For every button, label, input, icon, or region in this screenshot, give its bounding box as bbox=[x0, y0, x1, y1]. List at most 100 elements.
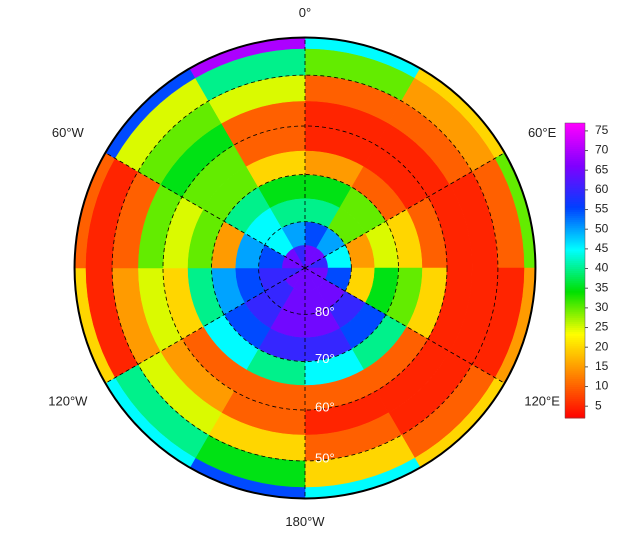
colorbar-strip bbox=[565, 282, 585, 285]
colorbar-strip bbox=[565, 364, 585, 368]
colorbar-strip bbox=[565, 178, 585, 181]
colorbar-strip bbox=[565, 229, 585, 232]
colorbar-strip bbox=[565, 272, 585, 275]
colorbar-strip bbox=[565, 301, 585, 305]
colorbar-strip bbox=[565, 345, 585, 348]
colorbar-strip bbox=[565, 414, 585, 417]
colorbar-strip bbox=[565, 158, 585, 161]
colorbar-strip bbox=[565, 219, 585, 222]
colorbar-strip bbox=[565, 309, 585, 313]
colorbar-strip bbox=[565, 396, 585, 399]
colorbar-strip bbox=[565, 126, 585, 130]
colorbar-strip bbox=[565, 353, 585, 356]
colorbar-strip bbox=[565, 274, 585, 277]
colorbar-tick-label: 30 bbox=[595, 300, 609, 314]
meridian bbox=[304, 152, 505, 269]
colorbar-strip bbox=[565, 264, 585, 268]
colorbar-strip bbox=[565, 266, 585, 270]
colorbar-strip bbox=[565, 154, 585, 157]
colorbar-strip bbox=[565, 134, 585, 138]
colorbar-tick-label: 20 bbox=[595, 339, 609, 353]
colorbar-strip bbox=[565, 183, 585, 187]
colorbar-strip bbox=[565, 280, 585, 283]
colorbar-strip bbox=[565, 174, 585, 177]
colorbar-strip bbox=[565, 370, 585, 374]
colorbar-strip bbox=[565, 223, 585, 226]
colorbar-strip bbox=[565, 337, 585, 340]
map-border bbox=[73, 36, 537, 500]
colorbar-strip bbox=[565, 355, 585, 358]
colorbar-strip bbox=[565, 201, 585, 205]
colorbar-strip bbox=[565, 294, 585, 297]
colorbar-strip bbox=[565, 351, 585, 354]
colorbar-strip bbox=[565, 380, 585, 384]
colorbar-strip bbox=[565, 217, 585, 220]
longitude-label: 120°E bbox=[524, 394, 560, 409]
colorbar-strip bbox=[565, 191, 585, 195]
meridian bbox=[105, 267, 306, 384]
colorbar-strip bbox=[565, 227, 585, 230]
meridian bbox=[105, 152, 306, 269]
colorbar-tick-label: 10 bbox=[595, 379, 609, 393]
colorbar-tick-label: 55 bbox=[595, 202, 609, 216]
colorbar-strip bbox=[565, 382, 585, 386]
colorbar-tick-label: 70 bbox=[595, 143, 609, 157]
colorbar-strip bbox=[565, 160, 585, 163]
longitude-label: 60°E bbox=[528, 125, 557, 140]
colorbar-strip bbox=[565, 256, 585, 260]
colorbar-strip bbox=[565, 357, 585, 360]
colorbar-strip bbox=[565, 349, 585, 352]
colorbar-strip bbox=[565, 394, 585, 397]
colorbar-strip bbox=[565, 376, 585, 380]
colorbar-strip bbox=[565, 398, 585, 401]
colorbar-strip bbox=[565, 311, 585, 315]
colorbar-strip bbox=[565, 325, 585, 329]
latitude-label: 50° bbox=[315, 450, 335, 465]
colorbar-strip bbox=[565, 203, 585, 207]
colorbar-tick-label: 40 bbox=[595, 261, 609, 275]
colorbar-strip bbox=[565, 268, 585, 271]
colorbar-strip bbox=[565, 290, 585, 293]
colorbar-strip bbox=[565, 303, 585, 307]
colorbar-strip bbox=[565, 146, 585, 150]
colorbar-strip bbox=[565, 410, 585, 413]
latitude-label: 70° bbox=[315, 351, 335, 366]
longitude-label: 60°W bbox=[52, 125, 85, 140]
colorbar-strip bbox=[565, 207, 585, 211]
colorbar-strip bbox=[565, 246, 585, 250]
colorbar-strip bbox=[565, 406, 585, 409]
colorbar-strip bbox=[565, 197, 585, 201]
colorbar-strip bbox=[565, 209, 585, 212]
colorbar-strip bbox=[565, 378, 585, 382]
colorbar-strip bbox=[565, 244, 585, 248]
colorbar-strip bbox=[565, 392, 585, 395]
colorbar-strip bbox=[565, 333, 585, 336]
colorbar-strip bbox=[565, 321, 585, 325]
colorbar-strip bbox=[565, 347, 585, 350]
colorbar-strip bbox=[565, 360, 585, 364]
colorbar-strip bbox=[565, 130, 585, 134]
colorbar-strip bbox=[565, 221, 585, 224]
colorbar-strip bbox=[565, 124, 585, 128]
colorbar-strip bbox=[565, 150, 585, 153]
colorbar-strip bbox=[565, 276, 585, 279]
colorbar-strip bbox=[565, 242, 585, 246]
colorbar-tick-label: 45 bbox=[595, 241, 609, 255]
colorbar-strip bbox=[565, 138, 585, 142]
colorbar-tick-label: 5 bbox=[595, 398, 602, 412]
colorbar-strip bbox=[565, 343, 585, 346]
colorbar-strip bbox=[565, 386, 585, 389]
colorbar-strip bbox=[565, 300, 585, 303]
colorbar-strip bbox=[565, 329, 585, 332]
longitude-label: 0° bbox=[299, 5, 311, 20]
colorbar-strip bbox=[565, 128, 585, 132]
colorbar-strip bbox=[565, 412, 585, 415]
colorbar-strip bbox=[565, 341, 585, 344]
colorbar-strip bbox=[565, 331, 585, 334]
colorbar-strip bbox=[565, 164, 585, 167]
colorbar-strip bbox=[565, 152, 585, 155]
colorbar-strip bbox=[565, 305, 585, 309]
colorbar-tick-label: 60 bbox=[595, 182, 609, 196]
colorbar-strip bbox=[565, 148, 585, 152]
colorbar-strip bbox=[565, 288, 585, 291]
